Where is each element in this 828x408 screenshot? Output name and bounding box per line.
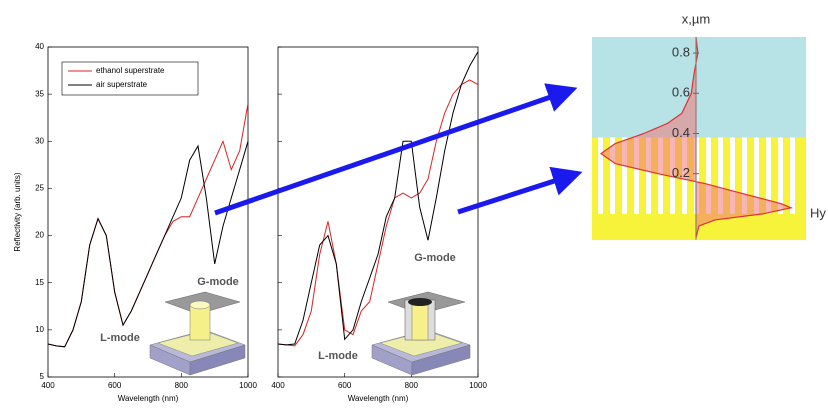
y-tick-label: 0.2	[672, 165, 690, 180]
figure: 5 10 15 20 25 30 35 40 400 600 800 1000 Wavelength (…	[0, 0, 828, 408]
inset-left	[150, 292, 245, 375]
y-tick-label: 0.4	[672, 125, 690, 140]
insets	[150, 292, 470, 375]
x-tick-label: 1000	[239, 381, 257, 390]
series-line	[48, 104, 248, 347]
y-tick-label: 35	[35, 89, 44, 98]
arrow	[458, 175, 573, 212]
legend-label: ethanol superstrate	[96, 66, 165, 75]
annotation: L-mode	[100, 332, 140, 344]
superstrate	[592, 37, 806, 137]
x-tick-label: 800	[405, 381, 419, 390]
x-tick-label: 400	[41, 381, 55, 390]
x-axis-label: Wavelength (nm)	[348, 394, 409, 403]
grating-gap	[598, 137, 603, 213]
y-tick-label: 0.6	[672, 85, 690, 100]
inset-right	[372, 292, 470, 375]
y-tick-label: 40	[35, 42, 44, 51]
y-tick-label: 10	[35, 325, 44, 334]
grating-gap	[790, 137, 795, 213]
annotation: G-mode	[197, 276, 239, 288]
x-tick-label: 400	[271, 381, 285, 390]
x-tick-label: 600	[338, 381, 352, 390]
series-line	[48, 141, 248, 346]
y-tick-label: 30	[35, 136, 44, 145]
plot-frame	[278, 47, 478, 377]
y-tick-label: 0.8	[672, 45, 690, 60]
legend-label: air superstrate	[96, 80, 148, 89]
x-tick-label: 1000	[469, 381, 487, 390]
x-tick-label: 600	[108, 381, 122, 390]
y-tick-label: 25	[35, 184, 44, 193]
x-axis-label: Hy	[810, 205, 826, 220]
y-tick-label: 5	[40, 372, 45, 381]
y-axis-label: Reflectivity (arb. units)	[13, 172, 22, 251]
x-tick-label: 800	[175, 381, 189, 390]
annotation: G-mode	[414, 252, 456, 264]
y-tick-label: 20	[35, 231, 44, 240]
grating-gap	[778, 137, 783, 213]
annotation: L-mode	[318, 350, 358, 362]
arrows	[215, 91, 573, 213]
y-axis-label: x,µm	[682, 11, 710, 26]
y-tick-label: 15	[35, 278, 44, 287]
x-axis-label: Wavelength (nm)	[118, 394, 179, 403]
